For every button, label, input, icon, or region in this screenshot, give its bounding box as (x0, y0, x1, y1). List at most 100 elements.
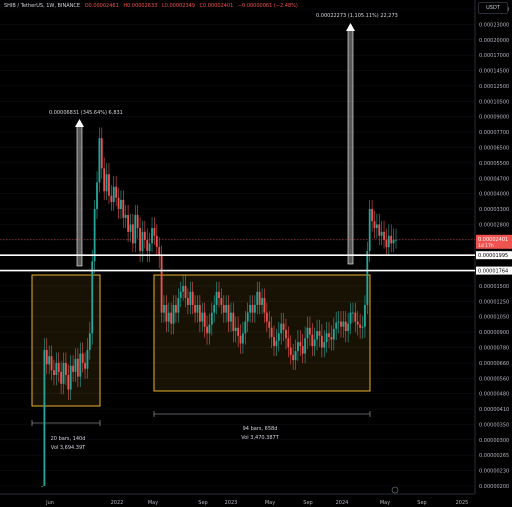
candle-body (60, 371, 63, 384)
change-value: −0.00000061 (−2.48%) (237, 3, 298, 9)
rise2-arrowhead (346, 23, 355, 31)
x-tick-label: 2022 (111, 500, 124, 506)
candle-body (84, 362, 86, 369)
candle-body (349, 312, 352, 324)
candle-body (375, 224, 378, 229)
rise2-bar (347, 29, 354, 265)
candle-body (57, 362, 60, 372)
candle-body (110, 195, 113, 203)
candle-body (263, 298, 266, 313)
candle-body (282, 323, 285, 330)
candle-body (163, 304, 165, 313)
y-tick-label: 0.00000265 (479, 453, 509, 459)
candle-body (383, 231, 385, 240)
candle-body (53, 370, 55, 376)
candle-body (91, 261, 94, 334)
candle-body (222, 304, 225, 313)
x-tick-label: Sep (303, 500, 312, 506)
candle-body (124, 214, 127, 218)
candle-body (230, 312, 232, 322)
currency-button[interactable]: USDT (478, 2, 508, 14)
last-price-tag (476, 234, 512, 249)
y-tick-label: 0.00000480 (479, 392, 509, 398)
x-tick-label: 2024 (336, 500, 349, 506)
candle-body (41, 486, 43, 487)
candle-body (189, 291, 192, 305)
candle-body (323, 342, 326, 348)
candle-body (387, 235, 390, 248)
candle-body (158, 247, 161, 255)
candle-body (86, 349, 89, 369)
y-tick-label: 0.00004700 (479, 176, 509, 182)
rise1-bar (76, 125, 83, 267)
candle-body (301, 346, 304, 354)
candle-body (277, 333, 280, 341)
candle-body (320, 335, 323, 348)
candle-body (184, 285, 187, 299)
y-tick-label: 0.00000230 (479, 469, 509, 475)
candle-body (366, 250, 369, 305)
y-tick-label: 0.00002800 (479, 222, 509, 228)
candle-body (210, 312, 213, 325)
candle-body (253, 304, 256, 313)
x-tick-label: May (148, 500, 158, 506)
y-tick-label: 0.00023000 (479, 22, 509, 28)
y-tick-label: 0.00006500 (479, 145, 509, 151)
range2-bars-label: 94 bars, 658d (242, 426, 278, 432)
candle-body (160, 254, 163, 313)
candle-body (311, 334, 314, 347)
candle-body (194, 304, 196, 313)
y-tick-label: 0.00001250 (479, 299, 509, 305)
candle-body (239, 335, 242, 344)
candle-body (328, 333, 330, 338)
candle-body (179, 291, 182, 299)
candle-body (98, 138, 101, 183)
candle-body (344, 321, 347, 332)
candle-body (270, 327, 273, 338)
candle-body (280, 323, 283, 334)
x-tick-label: May (265, 500, 275, 506)
candle-body (48, 356, 51, 365)
symbol-title: SHIB / TetherUS, 1W, BINANCE (4, 3, 81, 9)
candle-body (134, 214, 137, 244)
y-tick-label: 0.00000660 (479, 361, 509, 367)
candle-body (215, 291, 218, 305)
y-tick-label: 0.00009000 (479, 115, 509, 121)
candle-body (273, 337, 275, 347)
candle-body (356, 321, 359, 325)
candle-body (155, 235, 158, 248)
candle-body (50, 356, 53, 371)
low-value: L0.00002349 (161, 3, 195, 9)
candle-body (368, 209, 371, 251)
candle-body (69, 365, 72, 390)
candle-body (115, 186, 118, 198)
candle-body (108, 174, 110, 196)
candle-body (234, 327, 237, 332)
y-tick-label: 0.00000560 (479, 376, 509, 382)
candle-body (297, 342, 299, 352)
candle-body (55, 362, 58, 376)
candle-body (225, 304, 228, 313)
candle-body (242, 333, 244, 344)
candle-body (371, 209, 373, 222)
y-tick-label: 0.00017000 (479, 53, 509, 59)
candle-body (203, 312, 206, 327)
candle-body (76, 358, 79, 377)
candle-body (175, 304, 177, 313)
candle-body (246, 312, 249, 322)
candle-body (72, 365, 75, 372)
candle-body (88, 333, 91, 350)
candle-body (191, 291, 194, 305)
candle-body (292, 354, 295, 361)
candle-body (237, 327, 240, 336)
y-tick-label: 0.00001050 (479, 315, 509, 321)
candle-body (213, 304, 216, 313)
y-tick-label: 0.00000780 (479, 346, 509, 352)
candle-body (100, 138, 103, 169)
candle-body (120, 199, 122, 210)
candle-body (206, 326, 208, 334)
candle-body (285, 329, 287, 339)
candle-body (208, 324, 211, 334)
candle-body (170, 312, 173, 324)
